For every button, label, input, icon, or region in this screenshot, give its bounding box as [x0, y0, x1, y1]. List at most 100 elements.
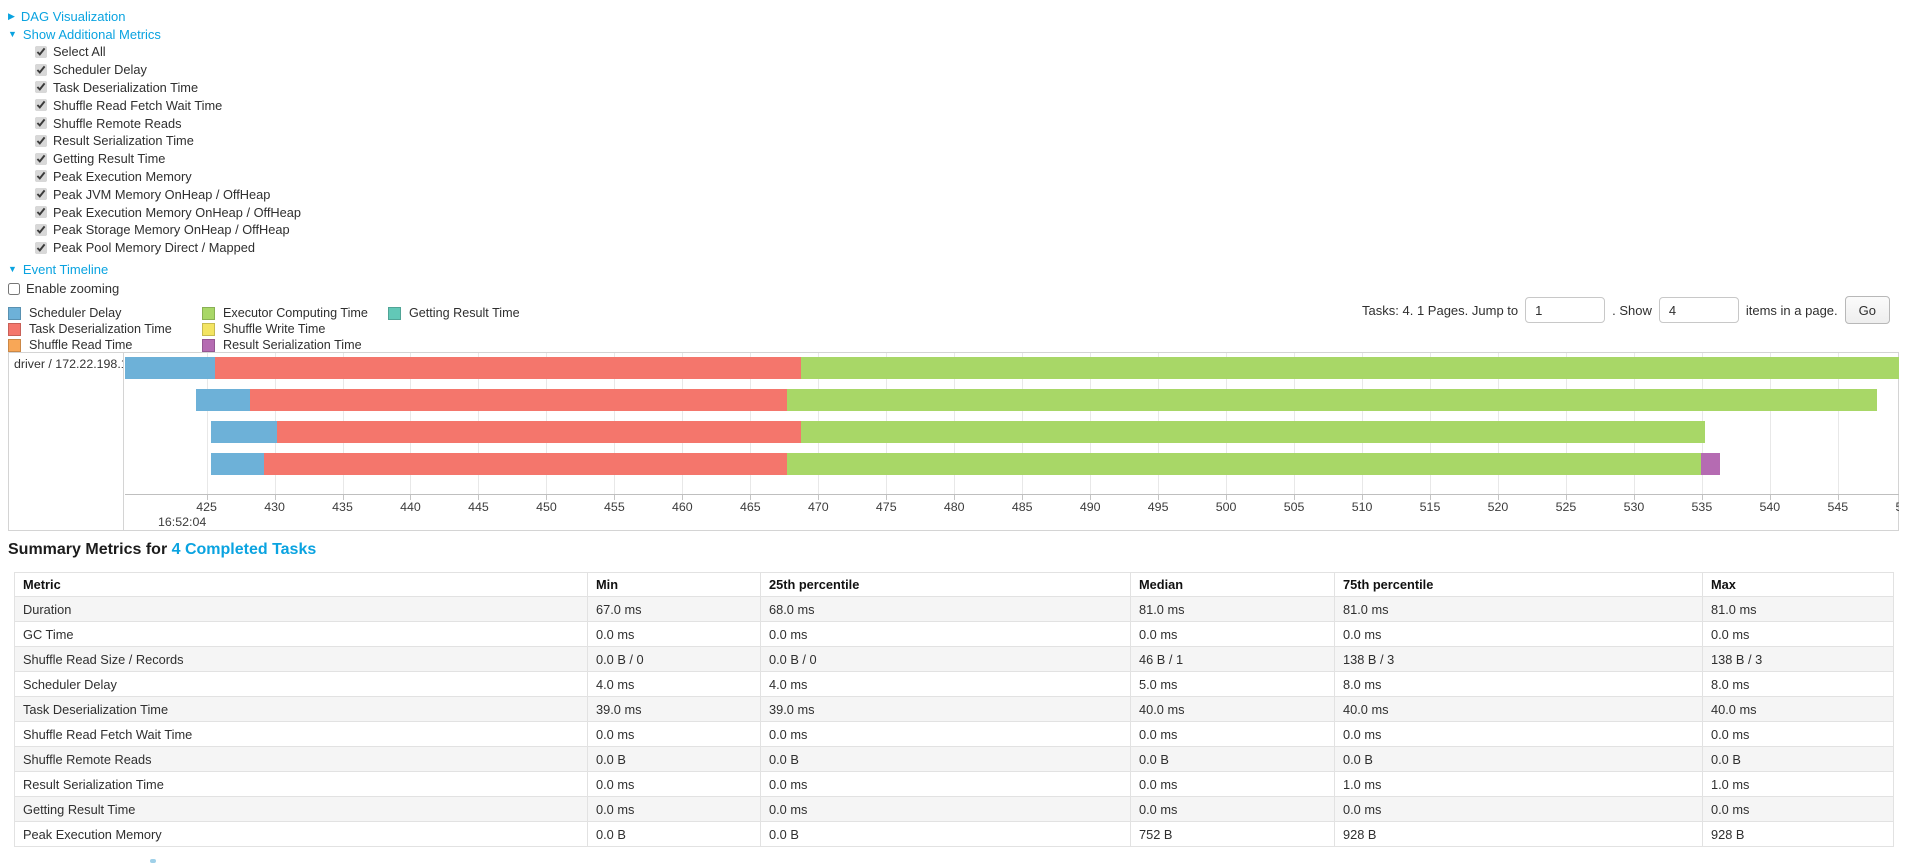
metric-value-cell: 40.0 ms: [1130, 696, 1335, 722]
completed-tasks-link[interactable]: 4 Completed Tasks: [171, 541, 317, 558]
task-bar-segment[interactable]: [210, 453, 264, 475]
task-bar-segment[interactable]: [787, 453, 1701, 475]
metric-checkbox-label: Peak Storage Memory OnHeap / OffHeap: [53, 222, 290, 238]
jump-to-page-input[interactable]: [1525, 297, 1606, 323]
metric-value-cell: 0.0 ms: [587, 796, 761, 822]
metric-checkbox-label: Peak JVM Memory OnHeap / OffHeap: [53, 186, 271, 202]
task-bar-segment[interactable]: [195, 389, 251, 411]
axis-tick-mark: [886, 495, 888, 500]
event-timeline-label: Event Timeline: [22, 262, 109, 278]
metric-checkbox-label: Peak Execution Memory: [53, 168, 192, 184]
legend-item: Executor Computing Time: [202, 306, 388, 322]
table-header-row: Metric Min 25th percentile Median 75th perce…: [14, 572, 1894, 597]
column-header: Median: [1130, 572, 1335, 597]
metric-checkbox[interactable]: [35, 188, 47, 201]
metric-checkbox[interactable]: [35, 81, 47, 94]
task-bar-segment[interactable]: [125, 357, 215, 379]
axis-tick-label: 445: [468, 500, 489, 514]
pagination-summary-text: Tasks: 4. 1 Pages. Jump to: [1362, 302, 1519, 318]
metric-checkbox-item[interactable]: Peak Storage Memory OnHeap / OffHeap: [35, 221, 1907, 239]
metric-checkbox-label: Scheduler Delay: [53, 62, 147, 78]
metric-checkbox-item[interactable]: Task Deserialization Time: [35, 79, 1907, 97]
metric-value-cell: 0.0 B: [1702, 746, 1894, 772]
metric-checkbox[interactable]: [35, 117, 47, 130]
axis-tick-mark: [546, 495, 548, 500]
event-timeline-toggle[interactable]: ▼ Event Timeline: [8, 261, 1907, 279]
metric-checkbox-item[interactable]: Peak Pool Memory Direct / Mapped: [35, 239, 1907, 257]
axis-tick-mark: [1294, 495, 1296, 500]
metric-checkbox[interactable]: [35, 99, 47, 112]
metric-checkbox-item[interactable]: Peak JVM Memory OnHeap / OffHeap: [35, 185, 1907, 203]
gridline: [206, 353, 208, 494]
task-bar-segment[interactable]: [800, 357, 1899, 379]
axis-tick-mark: [1090, 495, 1092, 500]
metric-checkbox[interactable]: [35, 223, 47, 236]
table-row: Getting Result Time 0.0 ms 0.0 ms 0.0 ms 0.0…: [14, 796, 1894, 822]
metric-name-cell: Scheduler Delay: [14, 671, 588, 697]
metric-checkbox[interactable]: [35, 206, 47, 219]
task-bar-segment[interactable]: [263, 453, 788, 475]
table-row: Scheduler Delay 4.0 ms 4.0 ms 5.0 ms 8.0 ms 8…: [14, 671, 1894, 697]
enable-zooming-checkbox[interactable]: [8, 282, 20, 295]
metric-checkbox[interactable]: [35, 241, 47, 254]
metric-checkbox-item[interactable]: Getting Result Time: [35, 150, 1907, 168]
axis-tick-mark: [1158, 495, 1160, 500]
task-bar-segment[interactable]: [250, 389, 788, 411]
legend-item-label: Scheduler Delay: [29, 306, 122, 321]
axis-tick-mark: [1497, 495, 1499, 500]
axis-tick-label: 540: [1759, 500, 1781, 514]
timeline-group-column: driver / 172.22.198.104: [9, 353, 124, 530]
metric-checkbox-item[interactable]: Peak Execution Memory OnHeap / OffHeap: [35, 203, 1907, 221]
metric-checkbox[interactable]: [35, 152, 47, 165]
enable-zooming-label: Enable zooming: [26, 281, 120, 297]
legend-column: Getting Result Time: [388, 306, 520, 353]
metric-checkbox-item[interactable]: Peak Execution Memory: [35, 168, 1907, 186]
executor-row-label: driver / 172.22.198.104: [14, 357, 123, 371]
metric-value-cell: 928 B: [1334, 821, 1703, 847]
show-additional-metrics-toggle[interactable]: ▼ Show Additional Metrics: [8, 25, 1907, 43]
metric-checkbox-label: Shuffle Remote Reads: [53, 115, 182, 131]
metric-value-cell: 39.0 ms: [587, 696, 761, 722]
task-bar-segment[interactable]: [1700, 453, 1720, 475]
metric-name-cell: Shuffle Read Size / Records: [14, 646, 588, 672]
metric-checkbox[interactable]: [35, 63, 47, 76]
task-bar-segment[interactable]: [800, 421, 1705, 443]
metric-value-cell: 0.0 ms: [760, 721, 1131, 747]
metric-checkbox-item[interactable]: Shuffle Remote Reads: [35, 114, 1907, 132]
axis-tick-label: 500: [1215, 500, 1237, 514]
metric-checkbox-item[interactable]: Scheduler Delay: [35, 61, 1907, 79]
metric-checkbox[interactable]: [35, 170, 47, 183]
axis-tick-mark: [342, 495, 344, 500]
metric-value-cell: 81.0 ms: [1130, 596, 1335, 622]
go-button[interactable]: Go: [1844, 296, 1890, 324]
legend-swatch-icon: [8, 322, 21, 336]
metric-checkbox-item[interactable]: Shuffle Read Fetch Wait Time: [35, 96, 1907, 114]
metric-value-cell: 0.0 ms: [760, 621, 1131, 647]
items-per-page-input[interactable]: [1658, 297, 1739, 323]
metric-value-cell: 0.0 B: [1130, 746, 1335, 772]
task-bar-segment[interactable]: [787, 389, 1878, 411]
metric-checkbox-label: Result Serialization Time: [53, 133, 194, 149]
axis-tick-label: 520: [1487, 500, 1509, 514]
axis-tick-label: 435: [332, 500, 353, 514]
task-bar-segment[interactable]: [210, 421, 278, 443]
metric-checkbox-item[interactable]: Select All: [35, 43, 1907, 61]
metric-checkbox[interactable]: [35, 45, 47, 58]
table-row: Shuffle Remote Reads 0.0 B 0.0 B 0.0 B 0.0 B…: [14, 746, 1894, 772]
metric-value-cell: 752 B: [1130, 821, 1335, 847]
legend-item: Shuffle Read Time: [8, 337, 202, 353]
table-row: Result Serialization Time 0.0 ms 0.0 ms 0.0…: [14, 771, 1894, 797]
axis-tick-mark: [1362, 495, 1364, 500]
metric-value-cell: 0.0 ms: [760, 771, 1131, 797]
dag-visualization-toggle[interactable]: ▶ DAG Visualization: [8, 7, 1907, 25]
task-bar-segment[interactable]: [214, 357, 801, 379]
metric-checkbox-item[interactable]: Result Serialization Time: [35, 132, 1907, 150]
task-bar-segment[interactable]: [277, 421, 801, 443]
axis-tick-label: 550: [1895, 500, 1899, 514]
table-row: GC Time 0.0 ms 0.0 ms 0.0 ms 0.0 ms 0.0 ms: [14, 621, 1894, 647]
column-header: Max: [1702, 572, 1894, 597]
metric-checkbox[interactable]: [35, 134, 47, 147]
metric-value-cell: 5.0 ms: [1130, 671, 1335, 697]
enable-zooming-row[interactable]: Enable zooming: [8, 280, 1907, 298]
axis-tick-label: 430: [264, 500, 285, 514]
